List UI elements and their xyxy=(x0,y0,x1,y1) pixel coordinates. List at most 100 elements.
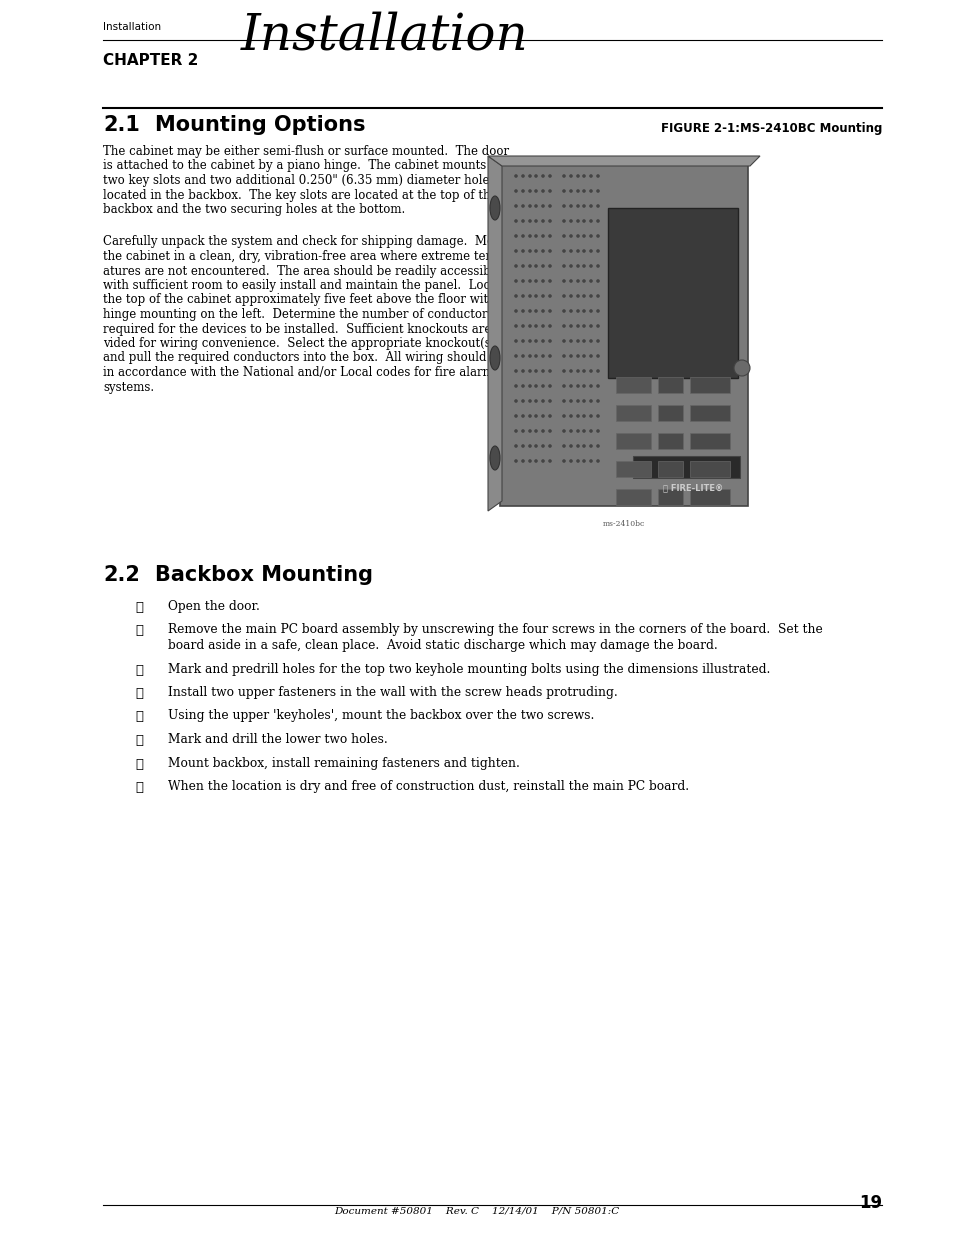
Circle shape xyxy=(561,384,565,388)
Circle shape xyxy=(534,414,537,417)
Circle shape xyxy=(561,414,565,417)
Ellipse shape xyxy=(490,346,499,370)
Text: Mount backbox, install remaining fasteners and tighten.: Mount backbox, install remaining fastene… xyxy=(168,757,519,769)
Bar xyxy=(616,433,650,450)
Circle shape xyxy=(596,249,599,253)
Circle shape xyxy=(581,369,585,373)
Text: ✓: ✓ xyxy=(135,601,143,614)
Circle shape xyxy=(561,340,565,343)
Circle shape xyxy=(528,459,531,463)
Circle shape xyxy=(528,174,531,178)
Circle shape xyxy=(540,249,544,253)
Circle shape xyxy=(596,219,599,222)
Circle shape xyxy=(540,459,544,463)
Circle shape xyxy=(528,264,531,268)
Circle shape xyxy=(576,430,579,432)
Circle shape xyxy=(534,399,537,403)
Ellipse shape xyxy=(490,196,499,220)
Circle shape xyxy=(569,174,572,178)
Circle shape xyxy=(520,325,524,327)
Circle shape xyxy=(514,279,517,283)
Polygon shape xyxy=(488,156,501,511)
Text: and pull the required conductors into the box.  All wiring should be: and pull the required conductors into th… xyxy=(103,352,504,364)
Circle shape xyxy=(534,445,537,448)
Circle shape xyxy=(581,219,585,222)
Circle shape xyxy=(528,309,531,312)
Circle shape xyxy=(540,399,544,403)
Circle shape xyxy=(581,384,585,388)
Circle shape xyxy=(514,445,517,448)
Circle shape xyxy=(581,189,585,193)
Circle shape xyxy=(561,249,565,253)
Circle shape xyxy=(548,309,551,312)
Circle shape xyxy=(548,369,551,373)
Circle shape xyxy=(528,430,531,432)
Bar xyxy=(658,377,682,393)
Circle shape xyxy=(581,174,585,178)
Circle shape xyxy=(576,235,579,238)
Circle shape xyxy=(514,325,517,327)
Circle shape xyxy=(514,235,517,238)
Circle shape xyxy=(520,309,524,312)
Circle shape xyxy=(520,399,524,403)
Circle shape xyxy=(540,189,544,193)
Circle shape xyxy=(534,189,537,193)
Circle shape xyxy=(589,189,592,193)
FancyBboxPatch shape xyxy=(499,163,747,506)
Circle shape xyxy=(520,354,524,358)
Circle shape xyxy=(520,414,524,417)
Circle shape xyxy=(548,445,551,448)
Bar xyxy=(616,405,650,421)
Circle shape xyxy=(540,340,544,343)
Circle shape xyxy=(569,249,572,253)
Circle shape xyxy=(576,325,579,327)
Circle shape xyxy=(561,445,565,448)
Circle shape xyxy=(540,369,544,373)
Circle shape xyxy=(596,294,599,298)
Circle shape xyxy=(569,399,572,403)
Text: Ⓛ FIRE-LITE®: Ⓛ FIRE-LITE® xyxy=(662,483,722,493)
Circle shape xyxy=(569,204,572,207)
Circle shape xyxy=(548,430,551,432)
Circle shape xyxy=(548,414,551,417)
Circle shape xyxy=(548,399,551,403)
Bar xyxy=(658,433,682,450)
Circle shape xyxy=(576,399,579,403)
Circle shape xyxy=(528,369,531,373)
Circle shape xyxy=(514,189,517,193)
Circle shape xyxy=(534,235,537,238)
Circle shape xyxy=(520,174,524,178)
Text: Carefully unpack the system and check for shipping damage.  Mount: Carefully unpack the system and check fo… xyxy=(103,236,514,248)
Circle shape xyxy=(576,294,579,298)
Circle shape xyxy=(569,445,572,448)
Circle shape xyxy=(581,430,585,432)
Circle shape xyxy=(540,219,544,222)
Circle shape xyxy=(534,384,537,388)
Circle shape xyxy=(548,294,551,298)
Circle shape xyxy=(596,369,599,373)
Circle shape xyxy=(589,249,592,253)
Circle shape xyxy=(596,264,599,268)
Circle shape xyxy=(569,369,572,373)
Circle shape xyxy=(561,264,565,268)
Circle shape xyxy=(528,189,531,193)
Circle shape xyxy=(569,430,572,432)
Circle shape xyxy=(589,279,592,283)
Circle shape xyxy=(596,325,599,327)
Circle shape xyxy=(596,189,599,193)
Bar xyxy=(616,489,650,505)
Circle shape xyxy=(569,340,572,343)
Text: systems.: systems. xyxy=(103,380,154,394)
Circle shape xyxy=(576,204,579,207)
Circle shape xyxy=(561,294,565,298)
Circle shape xyxy=(581,279,585,283)
Circle shape xyxy=(534,294,537,298)
Circle shape xyxy=(576,445,579,448)
Circle shape xyxy=(534,264,537,268)
Circle shape xyxy=(540,325,544,327)
Circle shape xyxy=(561,430,565,432)
Circle shape xyxy=(520,204,524,207)
Circle shape xyxy=(581,249,585,253)
Text: is attached to the cabinet by a piano hinge.  The cabinet mounts using: is attached to the cabinet by a piano hi… xyxy=(103,159,521,173)
Text: 2.1: 2.1 xyxy=(103,115,140,135)
